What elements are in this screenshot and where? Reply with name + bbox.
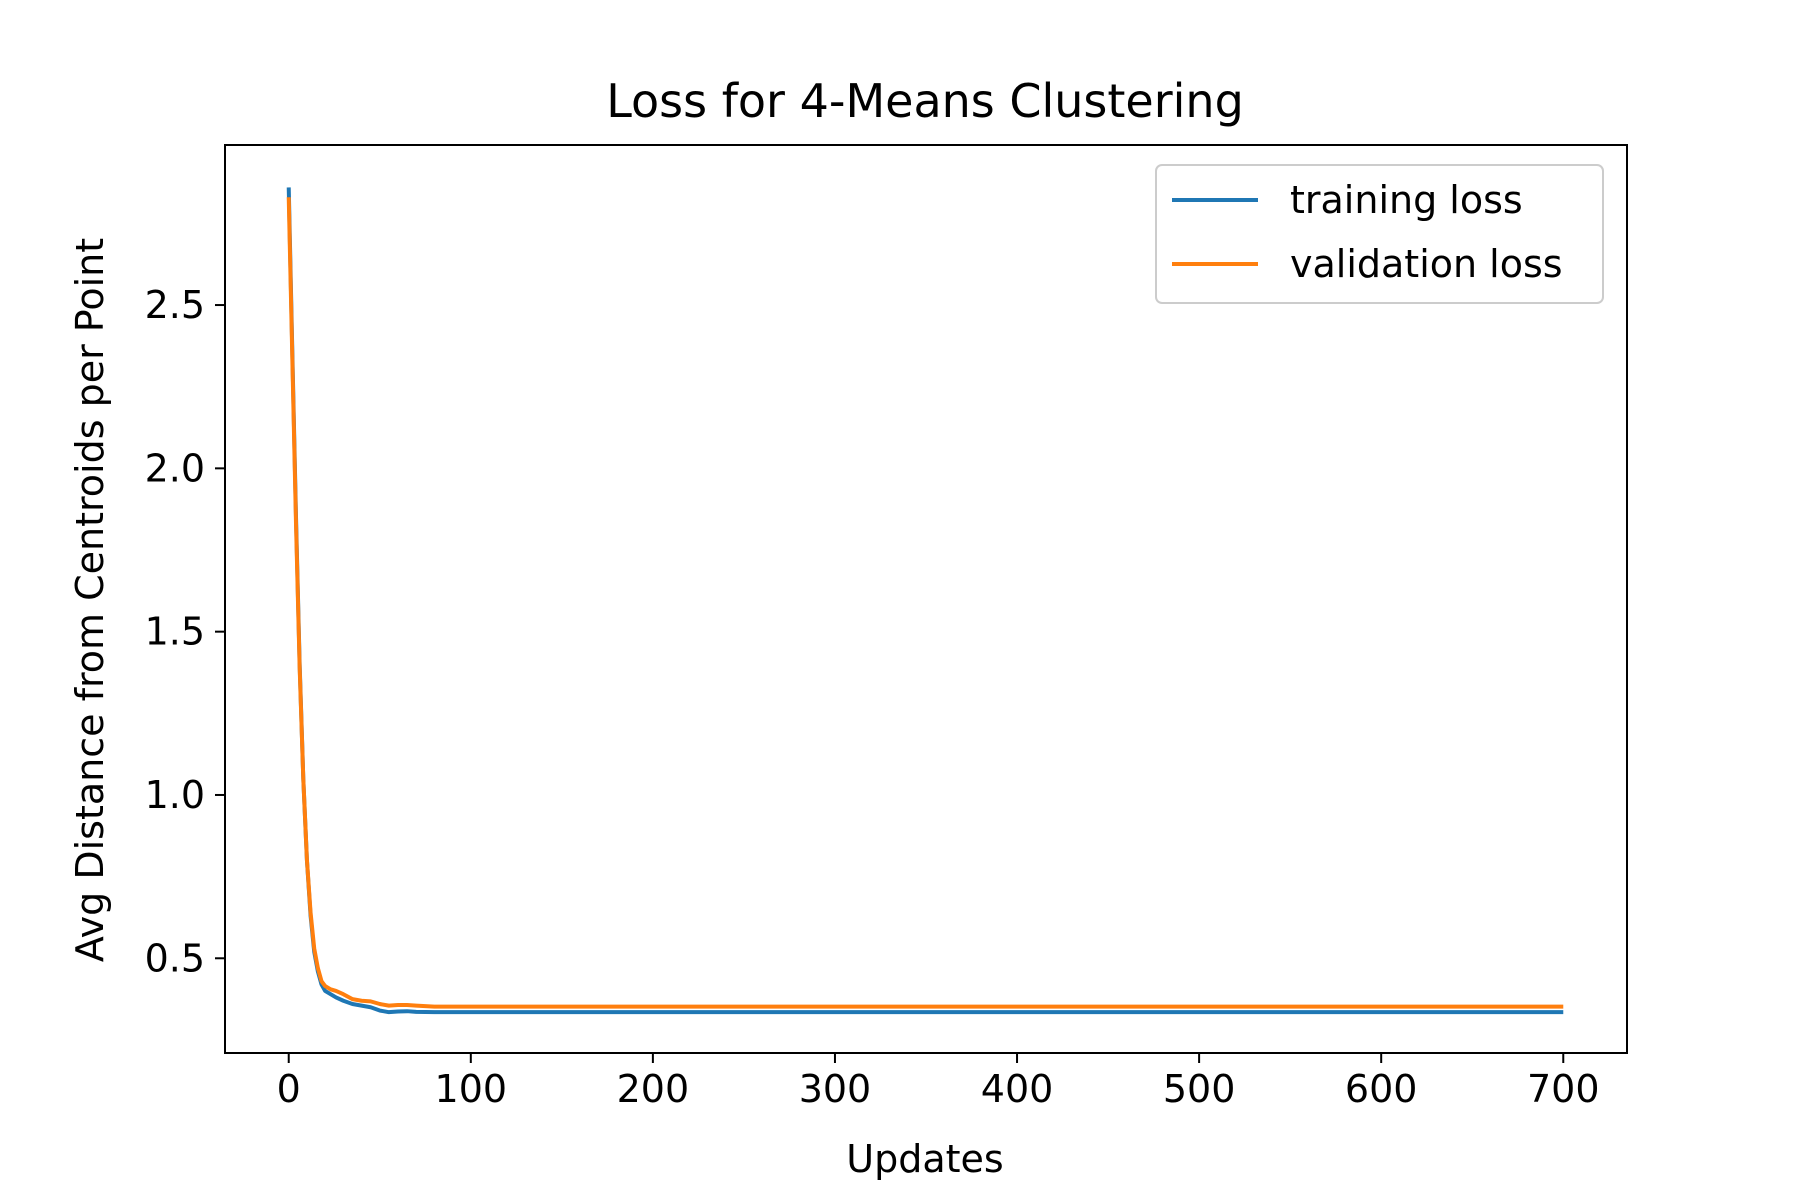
x-tick-label: 600 <box>1345 1067 1418 1111</box>
y-axis-ticks: 0.5 1.0 1.5 2.0 2.5 <box>145 283 225 980</box>
legend-box <box>1155 164 1604 304</box>
legend: training loss validation loss <box>1155 164 1604 304</box>
y-tick-label: 2.0 <box>145 446 205 490</box>
plot-area <box>224 144 1628 1054</box>
series-layer <box>286 187 1564 1015</box>
x-tick-label: 500 <box>1163 1067 1236 1111</box>
axes-frame <box>224 144 1628 1054</box>
y-tick-label: 2.5 <box>145 283 205 327</box>
x-tick-label: 0 <box>277 1067 301 1111</box>
x-axis-ticks: 0 100 200 300 400 500 600 700 <box>277 1053 1600 1111</box>
x-tick-label: 300 <box>799 1067 872 1111</box>
y-tick-label: 1.5 <box>145 610 205 654</box>
x-tick-label: 700 <box>1527 1067 1600 1111</box>
legend-label-training-loss: training loss <box>1290 178 1523 222</box>
x-tick-label: 400 <box>981 1067 1054 1111</box>
legend-label-validation-loss: validation loss <box>1290 242 1563 286</box>
x-tick-label: 200 <box>617 1067 690 1111</box>
chart-title: Loss for 4-Means Clustering <box>606 74 1244 128</box>
series-line-validation-loss <box>286 197 1564 1009</box>
x-axis-label: Updates <box>846 1137 1003 1181</box>
x-tick-label: 100 <box>435 1067 508 1111</box>
y-tick-label: 1.0 <box>145 773 205 817</box>
y-tick-label: 0.5 <box>145 936 205 980</box>
y-axis-label: Avg Distance from Centroids per Point <box>68 238 112 962</box>
